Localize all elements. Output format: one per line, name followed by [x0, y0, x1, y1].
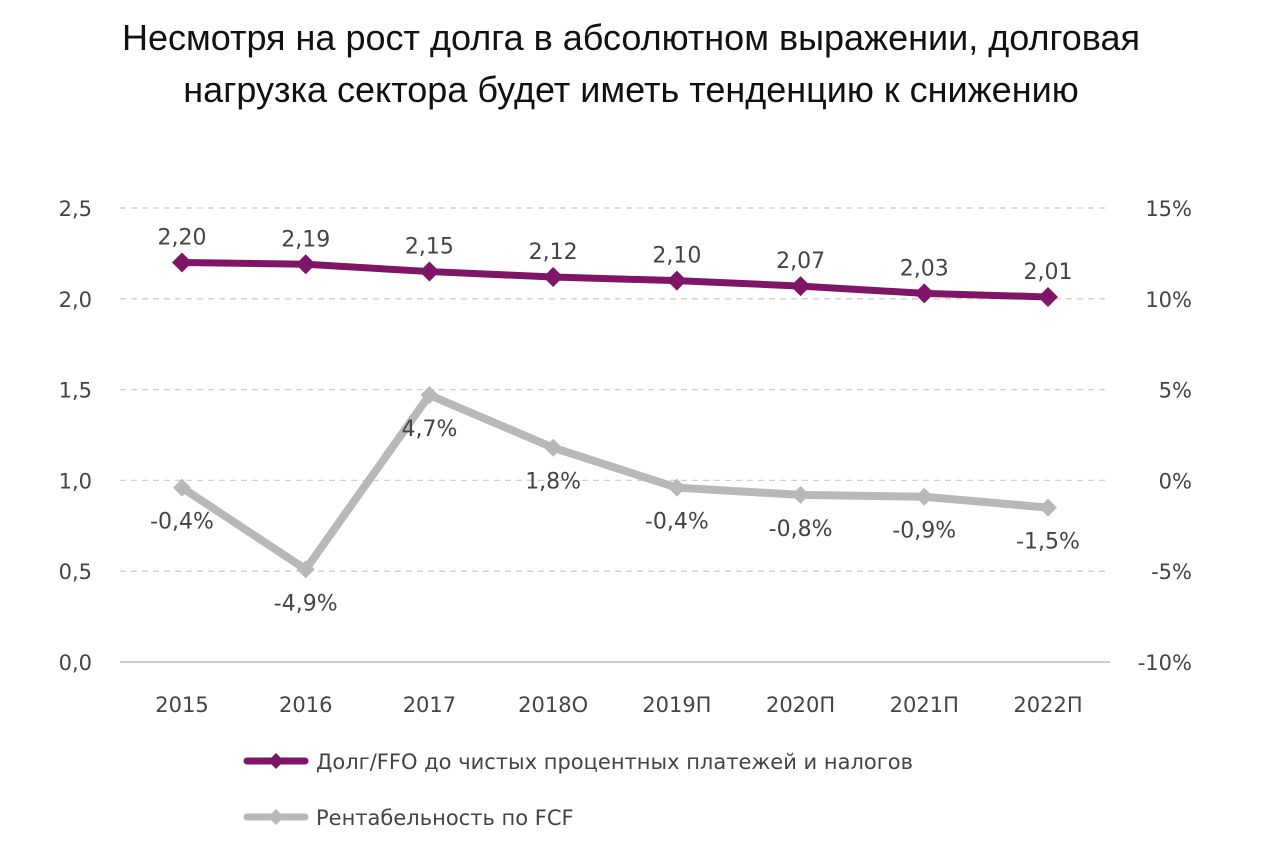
debt-ffo-data-label: 2,01 — [1024, 260, 1073, 285]
y-left-tick-label: 1,5 — [59, 379, 92, 403]
debt-ffo-point — [1038, 286, 1058, 307]
x-tick-label: 2022П — [1013, 693, 1082, 717]
debt-ffo-point — [172, 252, 192, 273]
fcf-margin-data-label: -0,4% — [645, 510, 709, 535]
debt-ffo-data-label: 2,15 — [405, 235, 454, 260]
y-left-tick-label: 0,5 — [59, 560, 92, 584]
debt-ffo-point — [790, 276, 811, 297]
fcf-margin-data-label: -0,8% — [769, 517, 833, 542]
y-left-tick-label: 2,5 — [59, 197, 92, 221]
debt-ffo-legend-marker — [268, 753, 284, 769]
x-tick-label: 2021П — [890, 693, 959, 717]
y-right-tick-label: 0% — [1159, 469, 1192, 493]
fcf-margin-data-label: 4,7% — [401, 417, 457, 442]
debt-ffo-data-label: 2,10 — [652, 244, 701, 269]
debt-ffo-data-label: 2,12 — [529, 240, 578, 265]
x-tick-label: 2019П — [642, 693, 711, 717]
debt-ffo-point — [295, 254, 316, 275]
fcf-margin-point — [667, 478, 686, 497]
fcf-margin-point — [296, 560, 315, 579]
debt-ffo-data-label: 2,20 — [158, 225, 207, 250]
chart-title-line-1: Несмотря на рост долга в абсолютном выра… — [121, 17, 1141, 58]
fcf-margin-legend-marker — [268, 809, 284, 825]
x-tick-label: 2016 — [279, 693, 332, 717]
y-right-tick-label: 10% — [1145, 288, 1192, 312]
debt-ffo-point — [666, 270, 687, 291]
y-right-tick-label: 5% — [1159, 379, 1192, 403]
y-right-tick-label: -5% — [1151, 560, 1192, 584]
debt-ffo-data-label: 2,07 — [776, 249, 825, 274]
fcf-margin-point — [791, 485, 810, 504]
debt-ffo-data-label: 2,19 — [281, 227, 330, 252]
x-tick-label: 2020П — [766, 693, 835, 717]
y-right-tick-label: 15% — [1145, 197, 1192, 221]
fcf-margin-point — [544, 438, 563, 457]
fcf-margin-data-label: -4,9% — [274, 591, 338, 616]
fcf-margin-data-label: 1,8% — [525, 470, 581, 495]
y-left-tick-label: 1,0 — [59, 469, 92, 493]
debt-ffo-point — [543, 267, 564, 288]
y-right-tick-label: -10% — [1138, 651, 1192, 675]
fcf-margin-data-label: -0,9% — [892, 519, 956, 544]
y-left-tick-label: 0,0 — [59, 651, 92, 675]
x-tick-label: 2017 — [403, 693, 456, 717]
debt-ffo-series-line — [178, 258, 1052, 301]
debt-ffo-point — [419, 261, 440, 282]
fcf-margin-data-label: -0,4% — [150, 510, 214, 535]
x-tick-label: 2018О — [518, 693, 588, 717]
chart-title: Несмотря на рост долга в абсолютном выра… — [0, 12, 1262, 116]
fcf-margin-point — [420, 386, 439, 405]
fcf-margin-point — [1039, 498, 1057, 517]
fcf-margin-point — [915, 487, 934, 506]
debt-ffo-data-label: 2,03 — [900, 256, 949, 281]
fcf-margin-point — [173, 478, 191, 497]
fcf-margin-series-line — [178, 391, 1052, 574]
fcf-margin-data-label: -1,5% — [1016, 530, 1080, 555]
debt-ffo-legend-label: Долг/FFO до чистых процентных платежей и… — [316, 750, 913, 774]
debt-ffo-point — [914, 283, 935, 304]
chart-title-line-2: нагрузка сектора будет иметь тенденцию к… — [183, 69, 1079, 110]
x-tick-label: 2015 — [155, 693, 208, 717]
fcf-margin-legend-label: Рентабельность по FCF — [316, 806, 574, 830]
y-left-tick-label: 2,0 — [59, 288, 92, 312]
